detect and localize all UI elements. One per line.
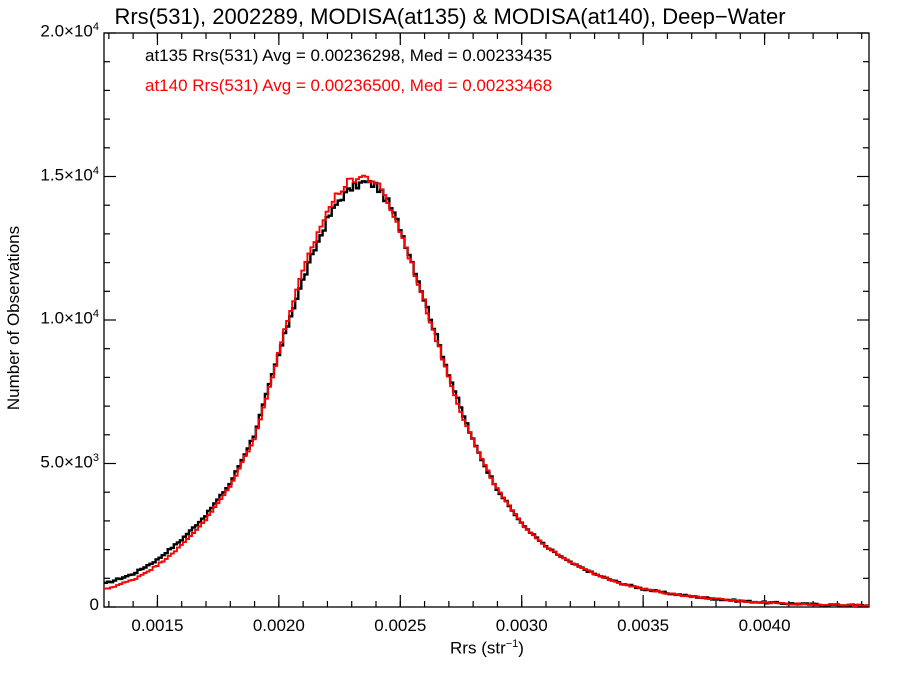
series-line-1: [104, 174, 869, 607]
y-tick-label-mantissa: 1.5×10: [40, 165, 93, 185]
annotation-at140: at140 Rrs(531) Avg = 0.00236500, Med = 0…: [145, 76, 553, 95]
y-tick-label: 1.0×104: [40, 308, 99, 329]
x-tick-label: 0.0035: [617, 616, 670, 635]
y-tick-label-exponent: 3: [92, 451, 99, 464]
annotation-at135: at135 Rrs(531) Avg = 0.00236298, Med = 0…: [145, 46, 553, 65]
x-tick-label: 0.0020: [252, 616, 305, 635]
plot-frame: [103, 32, 870, 608]
y-tick-label-mantissa: 5.0×10: [40, 452, 93, 472]
x-axis-label-exponent: −1: [505, 638, 519, 650]
axis-ticks: [104, 32, 869, 608]
y-tick-label-mantissa: 1.0×10: [40, 308, 93, 328]
series-line-0: [104, 180, 869, 608]
x-axis-label: Rrs (str−1): [450, 638, 524, 659]
y-tick-label: 5.0×103: [40, 452, 99, 473]
series-group: [104, 174, 869, 608]
chart-title: Rrs(531), 2002289, MODISA(at135) & MODIS…: [114, 4, 786, 29]
x-axis-label-close: ): [518, 638, 524, 658]
y-tick-label-exponent: 4: [92, 21, 99, 33]
y-tick-label-mantissa: 2.0×10: [40, 21, 93, 41]
y-axis-label: Number of Observations: [4, 225, 23, 411]
x-axis-label-main: Rrs (str: [450, 638, 506, 658]
y-tick-label: 2.0×104: [40, 21, 99, 42]
y-tick-label-exponent: 4: [92, 308, 99, 320]
x-tick-label: 0.0030: [495, 616, 548, 635]
y-tick-label: 1.5×104: [40, 165, 99, 186]
x-tick-label: 0.0040: [738, 616, 791, 635]
x-tick-label: 0.0015: [131, 616, 184, 635]
y-tick-label-exponent: 4: [92, 164, 99, 177]
y-tick-label-mantissa: 0: [89, 595, 99, 614]
x-tick-label: 0.0025: [374, 616, 427, 635]
y-tick-label: 0: [90, 595, 99, 615]
